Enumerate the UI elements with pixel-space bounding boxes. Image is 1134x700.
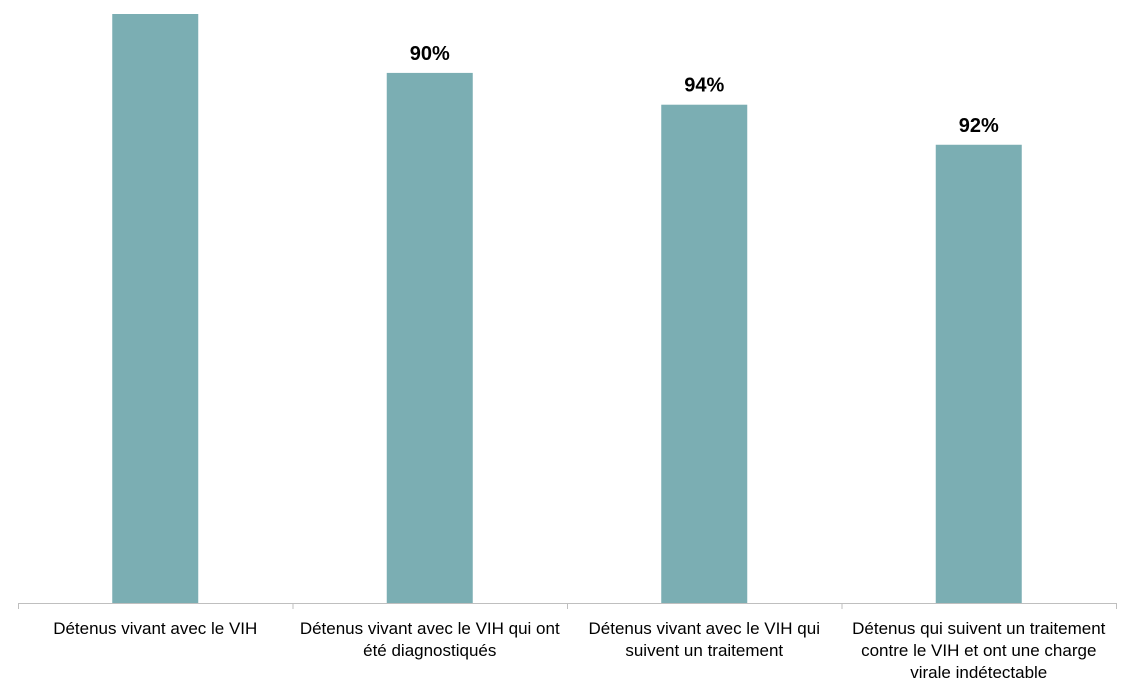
bar-3 — [661, 104, 748, 604]
data-labels-group: 90% 94% 92% — [410, 43, 999, 137]
category-label: Détenus vivant avec le VIH qui suivent u… — [588, 619, 820, 660]
bar-2 — [386, 72, 473, 603]
data-label: 90% — [410, 43, 450, 65]
data-label: 94% — [684, 75, 724, 97]
x-axis — [18, 603, 1117, 609]
category-label: Détenus vivant avec le VIH qui ont été d… — [299, 619, 560, 660]
data-label: 92% — [959, 115, 999, 137]
bars-group — [112, 14, 1022, 604]
bar-4 — [935, 144, 1022, 603]
bar-1 — [112, 14, 199, 603]
category-label: Détenus vivant avec le VIH — [53, 619, 258, 638]
category-label: Détenus qui suivent un traitement contre… — [852, 619, 1106, 682]
